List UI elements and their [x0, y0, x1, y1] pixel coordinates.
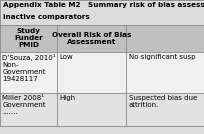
Text: Appendix Table M2   Summary risk of bias assessments: fam: Appendix Table M2 Summary risk of bias a…	[3, 2, 204, 8]
Text: High: High	[60, 95, 76, 101]
Text: Low: Low	[60, 54, 73, 60]
Text: Miller 2008¹
Government
.......: Miller 2008¹ Government .......	[2, 95, 46, 115]
Text: Suspected bias due
attrition.: Suspected bias due attrition.	[129, 95, 197, 108]
Bar	[0, 93, 204, 126]
Text: No significant susp: No significant susp	[129, 54, 195, 60]
Text: Overall Risk of Bias
Assessment: Overall Risk of Bias Assessment	[52, 32, 132, 45]
Bar	[0, 0, 204, 25]
Text: inactive comparators: inactive comparators	[3, 14, 90, 20]
Text: Study
Funder
PMID: Study Funder PMID	[14, 28, 43, 48]
Bar	[0, 52, 204, 93]
Bar	[0, 25, 204, 52]
Text: D’Souza, 2010¹
Non-
Government
19428117: D’Souza, 2010¹ Non- Government 19428117	[2, 54, 56, 82]
